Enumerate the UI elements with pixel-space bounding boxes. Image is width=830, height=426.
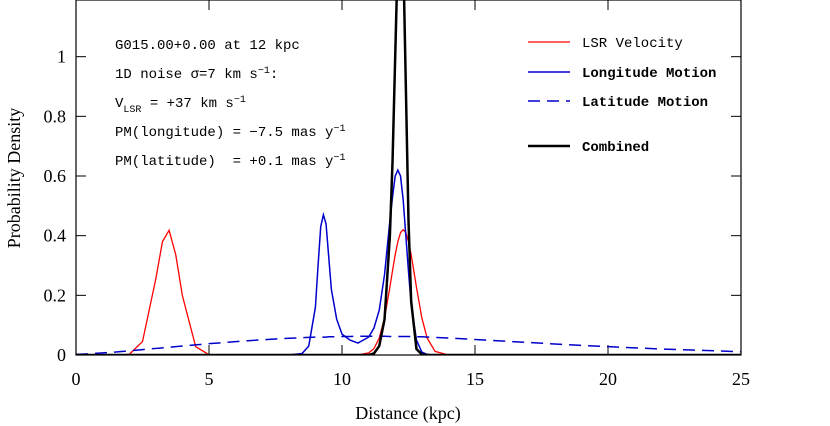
y-tick-label: 0.8 [44, 106, 67, 126]
annotation-part: −1 [333, 124, 345, 135]
y-tick-label: 1 [57, 47, 66, 67]
annotation-part: −1 [258, 66, 270, 77]
annotation: G015.00+0.00 at 12 kpc [115, 38, 300, 54]
x-tick-label: 10 [333, 369, 351, 389]
legend-label: Combined [582, 140, 649, 156]
line-series [76, 335, 741, 355]
y-tick-label: 0.6 [44, 166, 67, 186]
legend-label: Longitude Motion [582, 66, 716, 82]
annotation-part: G015.00+0.00 at 12 kpc [115, 38, 300, 54]
line-series [76, 168, 741, 355]
annotation: PM(latitude) = +0.1 mas y−1 [115, 153, 345, 170]
legend-label: LSR Velocity [582, 36, 683, 52]
annotation: 1D noise σ=7 km s−1: [115, 66, 278, 83]
y-tick-label: 0.2 [44, 285, 67, 305]
y-tick-label: 0 [57, 345, 66, 365]
legend-label: Latitude Motion [582, 95, 708, 111]
annotation-part: PM(latitude) = +0.1 mas y [115, 154, 333, 170]
x-tick-label: 25 [732, 369, 750, 389]
annotation: VLSR = +37 km s−1 [115, 95, 246, 116]
annotation-part: LSR [123, 105, 141, 116]
annotation-part: PM(longitude) = −7.5 mas y [115, 125, 333, 141]
x-axis-label: Distance (kpc) [355, 403, 460, 424]
line-series [76, 228, 741, 355]
x-tick-label: 15 [466, 369, 484, 389]
x-tick-label: 5 [205, 369, 214, 389]
annotation: PM(longitude) = −7.5 mas y−1 [115, 124, 345, 141]
y-axis-label: Probability Density [4, 108, 24, 249]
annotation-part: −1 [234, 95, 246, 106]
annotation-part: −1 [333, 153, 345, 164]
annotation-part: V [115, 96, 124, 112]
annotation-part: : [270, 67, 278, 83]
annotation-part: = +37 km s [141, 96, 233, 112]
y-tick-label: 0.4 [44, 226, 67, 246]
x-tick-label: 0 [72, 369, 81, 389]
plot-frame [75, 0, 742, 356]
x-tick-label: 20 [599, 369, 617, 389]
annotation-part: 1D noise σ=7 km s [115, 67, 258, 83]
